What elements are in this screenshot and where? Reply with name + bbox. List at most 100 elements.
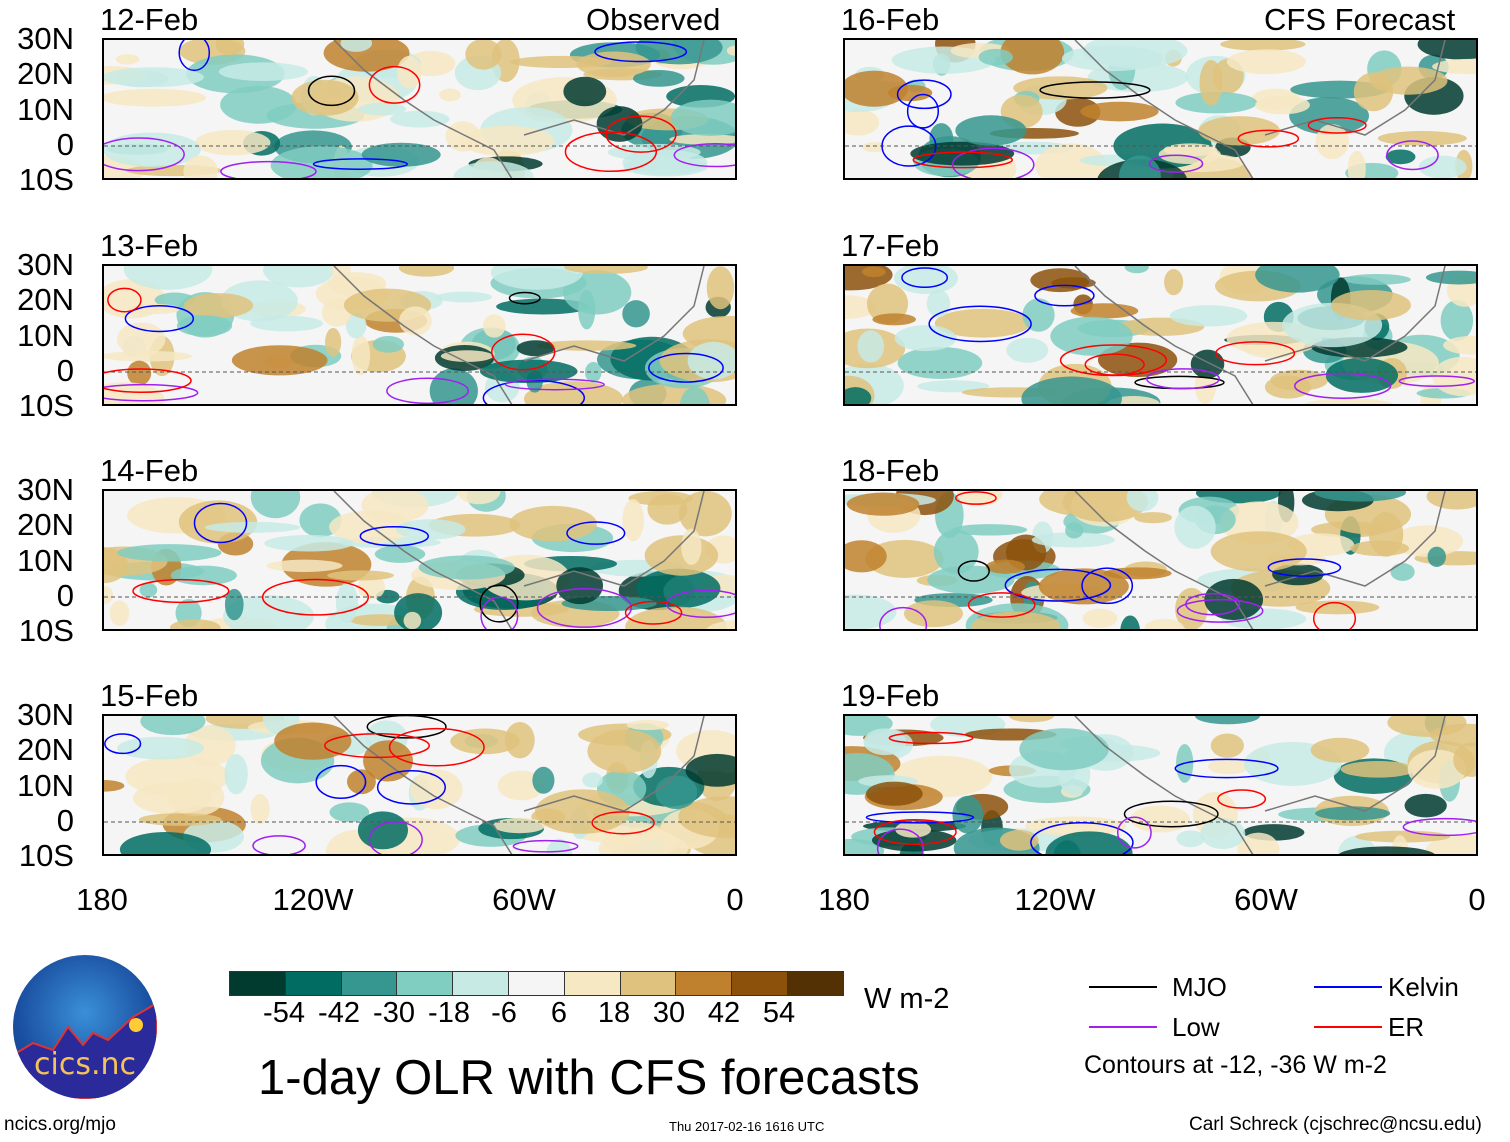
olr-anomaly-blob — [204, 521, 301, 533]
low-contour — [252, 835, 306, 854]
olr-anomaly-blob — [340, 40, 373, 52]
olr-anomaly-blob — [1425, 270, 1476, 285]
lon-label: 180 — [76, 882, 128, 917]
olr-anomaly-blob — [857, 330, 885, 363]
olr-anomaly-blob — [496, 298, 590, 315]
kelvin-contour — [1030, 822, 1134, 854]
er-contour — [1307, 116, 1367, 134]
olr-map-panel — [843, 714, 1478, 856]
olr-anomaly-blob — [1000, 40, 1065, 75]
coastline — [1074, 716, 1446, 854]
panel-date: 15-Feb — [100, 678, 199, 713]
olr-anomaly-blob — [633, 70, 685, 87]
er-contour — [967, 592, 1036, 618]
olr-anomaly-blob — [951, 524, 1028, 536]
olr-anomaly-blob — [1199, 59, 1223, 106]
contour-note: Contours at -12, -36 W m-2 — [1084, 1051, 1387, 1079]
low-contour — [1148, 154, 1204, 173]
olr-anomaly-blob — [587, 729, 662, 774]
olr-anomaly-blob — [917, 380, 990, 393]
olr-anomaly-blob — [1126, 491, 1159, 512]
olr-anomaly-blob — [438, 88, 461, 102]
olr-anomaly-blob — [450, 728, 520, 755]
colorbar-label: -54 — [263, 997, 305, 1029]
olr-anomaly-blob — [1255, 95, 1310, 115]
olr-anomaly-blob — [1210, 733, 1244, 758]
er-contour — [132, 578, 230, 604]
olr-anomaly-blob — [1024, 816, 1127, 836]
olr-anomaly-blob — [215, 40, 245, 56]
kelvin-contour — [865, 811, 975, 824]
er-contour — [1217, 789, 1267, 809]
olr-map-panel — [843, 264, 1478, 406]
colorbar-swatch — [564, 972, 621, 995]
olr-anomaly-blob — [1220, 40, 1306, 51]
olr-anomaly-blob — [1369, 66, 1448, 95]
lat-label: 30N — [17, 472, 74, 507]
lat-label: 10S — [18, 162, 74, 198]
olr-anomaly-blob — [1404, 793, 1447, 818]
forecast-header: CFS Forecast — [1264, 2, 1456, 37]
olr-anomaly-blob — [1343, 273, 1411, 285]
olr-anomaly-blob — [329, 802, 370, 823]
low-contour — [104, 383, 199, 402]
coastline — [333, 716, 705, 854]
olr-map-panel — [102, 38, 737, 180]
olr-anomaly-blob — [117, 544, 222, 562]
colorbar-label: -30 — [373, 997, 415, 1029]
olr-anomaly-blob — [862, 142, 887, 153]
olr-anomaly-blob — [685, 753, 735, 787]
lat-label: 30N — [17, 247, 74, 282]
olr-anomaly-blob — [655, 775, 698, 810]
olr-anomaly-blob — [104, 382, 165, 404]
olr-anomaly-blob — [1204, 578, 1264, 621]
er-contour — [1215, 341, 1296, 366]
olr-anomaly-blob — [678, 491, 732, 537]
logo: cics.nc — [13, 955, 157, 1099]
olr-anomaly-blob — [903, 600, 963, 628]
olr-anomaly-blob — [845, 109, 880, 136]
lon-label: 180 — [818, 882, 870, 917]
panel-date: 17-Feb — [841, 228, 940, 263]
colorbar-swatch — [732, 972, 788, 995]
coastline — [1074, 266, 1446, 404]
low-contour — [480, 596, 519, 629]
olr-anomaly-blob — [1158, 144, 1221, 165]
olr-anomaly-blob — [999, 829, 1039, 851]
kelvin-contour — [104, 733, 142, 755]
legend-label-er: ER — [1388, 1012, 1425, 1042]
low-contour — [536, 587, 632, 628]
olr-anomaly-blob — [516, 340, 555, 357]
lon-label: 60W — [492, 882, 556, 917]
mjo-contour — [957, 560, 990, 582]
olr-anomaly-blob — [195, 129, 271, 156]
colorbar-label: 42 — [707, 997, 741, 1029]
colorbar-swatch — [620, 972, 677, 995]
olr-anomaly-blob — [104, 350, 192, 362]
low-contour — [1146, 368, 1221, 390]
olr-anomaly-blob — [274, 722, 352, 760]
olr-anomaly-blob — [584, 361, 602, 383]
olr-map-panel — [843, 38, 1478, 180]
olr-anomaly-blob — [372, 336, 405, 353]
olr-map-panel — [102, 264, 737, 406]
er-contour — [564, 131, 658, 173]
olr-anomaly-blob — [1050, 316, 1133, 356]
olr-anomaly-blob — [1426, 491, 1476, 510]
olr-anomaly-blob — [564, 266, 648, 274]
olr-anomaly-blob — [170, 565, 237, 586]
figure-title: 1-day OLR with CFS forecasts — [258, 1051, 920, 1105]
olr-anomaly-blob — [482, 314, 506, 338]
olr-anomaly-blob — [897, 346, 983, 379]
olr-anomaly-blob — [669, 134, 735, 145]
er-contour — [954, 491, 997, 505]
colorbar-label: -42 — [318, 997, 360, 1029]
olr-anomaly-blob — [985, 559, 1026, 574]
footer-url[interactable]: ncics.org/mjo — [4, 1114, 116, 1135]
olr-anomaly-blob — [1174, 505, 1216, 549]
olr-anomaly-blob — [418, 555, 515, 580]
olr-anomaly-blob — [291, 79, 359, 116]
lon-label: 120W — [1014, 882, 1096, 917]
colorbar-swatch — [397, 972, 454, 995]
legend-line-er — [1314, 1026, 1382, 1028]
